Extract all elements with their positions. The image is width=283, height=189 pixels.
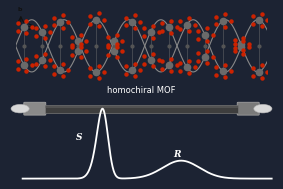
- Text: S: S: [76, 132, 82, 142]
- Text: homochiral MOF: homochiral MOF: [107, 86, 176, 95]
- Ellipse shape: [11, 104, 29, 113]
- Text: c: c: [40, 29, 44, 34]
- Ellipse shape: [254, 104, 272, 113]
- Bar: [45, 105, 238, 113]
- FancyBboxPatch shape: [24, 102, 46, 115]
- Text: R: R: [173, 149, 181, 159]
- Bar: [45, 106, 238, 108]
- FancyBboxPatch shape: [237, 102, 259, 115]
- Text: b: b: [17, 7, 22, 12]
